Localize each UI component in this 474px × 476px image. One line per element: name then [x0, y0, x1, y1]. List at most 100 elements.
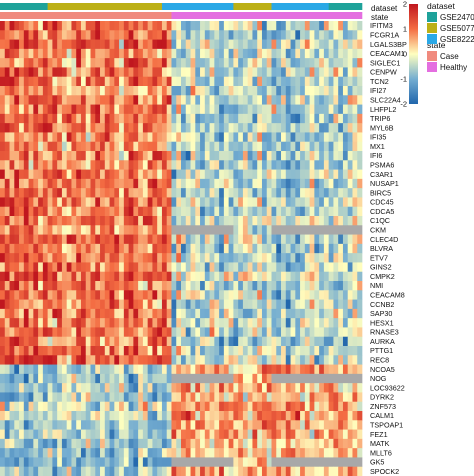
heatmap-cell	[195, 160, 201, 170]
heatmap-cell	[252, 355, 258, 365]
heatmap-cell	[209, 420, 215, 430]
heatmap-cell	[90, 318, 96, 328]
heatmap-cell	[290, 438, 296, 449]
heatmap-cell	[114, 234, 120, 245]
heatmap-cell	[171, 364, 177, 375]
heatmap-cell	[4, 383, 10, 393]
heatmap-cell	[347, 225, 353, 235]
heatmap-cell	[290, 429, 296, 440]
gene-label-blvra: BLVRA	[370, 244, 393, 253]
heatmap-cell	[52, 271, 58, 282]
heatmap-cell	[142, 346, 148, 356]
dataset-track-label: dataset	[371, 4, 398, 13]
heatmap-cell	[200, 141, 206, 152]
heatmap-cell	[223, 271, 229, 282]
heatmap-cell	[200, 308, 206, 319]
heatmap-cell	[328, 373, 334, 384]
heatmap-cell	[176, 39, 182, 50]
heatmap-cell	[252, 281, 258, 291]
heatmap-cell	[142, 197, 148, 208]
heatmap-cell	[23, 141, 29, 152]
heatmap-cell	[357, 438, 363, 449]
heatmap-cell	[47, 141, 53, 152]
heatmap-cell	[133, 308, 139, 319]
heatmap-cell	[328, 178, 334, 189]
heatmap-cell	[295, 58, 301, 68]
heatmap-cell	[261, 299, 268, 310]
heatmap-cell	[281, 178, 287, 189]
heatmap-cell	[109, 308, 115, 319]
heatmap-cell	[9, 373, 15, 384]
heatmap-cell	[190, 327, 196, 338]
heatmap-cell	[290, 160, 296, 170]
heatmap-cell	[85, 373, 91, 384]
heatmap-cell	[261, 271, 268, 282]
heatmap-cell	[71, 76, 77, 87]
heatmap-cell	[114, 355, 120, 365]
heatmap-cell	[185, 411, 191, 421]
heatmap-cell	[47, 262, 53, 273]
heatmap-cell	[71, 346, 77, 356]
gene-label-tcn2: TCN2	[370, 77, 389, 86]
heatmap-cell	[209, 392, 215, 403]
heatmap-cell	[33, 188, 39, 198]
heatmap-cell	[309, 48, 315, 59]
heatmap-cell	[109, 113, 115, 124]
heatmap-cell	[133, 39, 139, 50]
heatmap-cell	[95, 113, 101, 124]
heatmap-cell	[342, 225, 349, 235]
heatmap-cell	[233, 318, 239, 328]
heatmap-cell	[47, 113, 53, 124]
heatmap-cell	[223, 438, 229, 449]
heatmap-cell	[347, 123, 353, 133]
heatmap-cell	[42, 86, 48, 96]
heatmap-cell	[209, 225, 215, 235]
heatmap-cell	[252, 262, 258, 273]
heatmap-cell	[304, 76, 310, 87]
heatmap-cell	[123, 420, 129, 430]
heatmap-cell	[42, 67, 48, 78]
heatmap-cell	[266, 21, 272, 31]
heatmap-cell	[123, 411, 129, 421]
heatmap-cell	[314, 86, 320, 96]
heatmap-cell	[100, 216, 106, 226]
heatmap-cell	[9, 104, 15, 115]
heatmap-cell	[195, 466, 201, 476]
heatmap-cell	[204, 243, 210, 254]
heatmap-cell	[23, 308, 29, 319]
gene-label-nmi: NMI	[370, 281, 383, 290]
heatmap-cell	[4, 58, 10, 68]
heatmap-cell	[271, 243, 277, 254]
heatmap-cell	[342, 104, 349, 115]
heatmap-cell	[133, 438, 139, 449]
heatmap-cell	[152, 253, 158, 263]
heatmap-cell	[9, 113, 15, 124]
heatmap-cell	[80, 448, 87, 458]
heatmap-cell	[238, 253, 244, 263]
heatmap-cell	[161, 30, 168, 40]
heatmap-cell	[0, 281, 6, 291]
heatmap-cell	[166, 336, 172, 347]
heatmap-cell	[95, 383, 101, 393]
heatmap-cell	[323, 86, 329, 96]
heatmap-cell	[342, 132, 349, 143]
heatmap-cell	[19, 466, 25, 476]
heatmap-cell	[76, 392, 82, 403]
heatmap-cell	[142, 448, 148, 458]
heatmap-cell	[309, 39, 315, 50]
heatmap-cell	[338, 401, 344, 412]
heatmap-cell	[38, 21, 44, 31]
heatmap-cell	[214, 346, 220, 356]
heatmap-cell	[181, 327, 187, 338]
heatmap-cell	[181, 169, 187, 180]
heatmap-cell	[309, 420, 315, 430]
heatmap-cell	[228, 253, 234, 263]
heatmap-cell	[233, 188, 239, 198]
heatmap-cell	[190, 336, 196, 347]
heatmap-cell	[342, 448, 349, 458]
heatmap-cell	[333, 216, 339, 226]
heatmap-cell	[357, 466, 363, 476]
heatmap-cell	[85, 346, 91, 356]
heatmap-cell	[261, 457, 268, 468]
heatmap-cell	[161, 160, 168, 170]
